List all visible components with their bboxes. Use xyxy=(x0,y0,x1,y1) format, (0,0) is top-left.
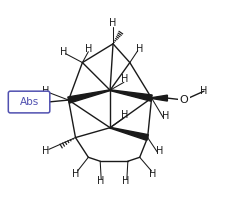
Text: H: H xyxy=(60,47,67,57)
Polygon shape xyxy=(109,127,148,140)
FancyBboxPatch shape xyxy=(8,91,50,113)
Text: H: H xyxy=(42,146,49,156)
Text: H: H xyxy=(122,176,129,186)
Text: H: H xyxy=(42,86,49,96)
Polygon shape xyxy=(109,90,152,101)
Polygon shape xyxy=(151,95,167,101)
Text: H: H xyxy=(121,110,128,120)
Text: H: H xyxy=(109,18,116,28)
Text: H: H xyxy=(161,111,168,121)
Text: H: H xyxy=(148,169,155,179)
Text: H: H xyxy=(96,176,103,186)
Text: H: H xyxy=(135,44,143,54)
Text: H: H xyxy=(71,169,79,179)
Text: H: H xyxy=(121,74,128,84)
Text: O: O xyxy=(179,95,188,105)
Text: H: H xyxy=(155,146,162,156)
Polygon shape xyxy=(67,90,110,103)
Text: H: H xyxy=(84,44,92,54)
Text: Abs: Abs xyxy=(19,97,39,107)
Text: H: H xyxy=(199,86,207,96)
